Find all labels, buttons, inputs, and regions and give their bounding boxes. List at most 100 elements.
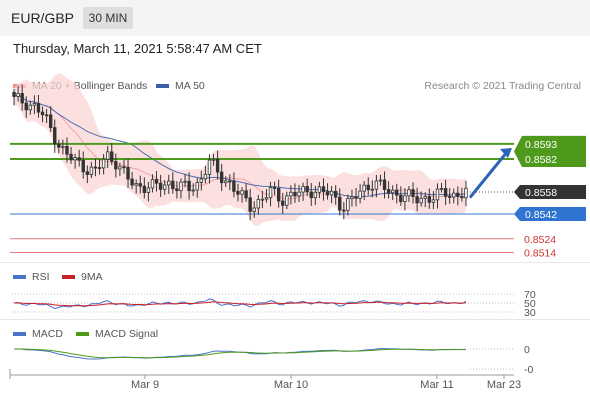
candle-body	[142, 185, 147, 193]
candle-body	[134, 183, 138, 186]
timeframe-button[interactable]: 30 MIN	[83, 7, 133, 29]
candle-body	[338, 196, 342, 211]
candle-body	[183, 180, 187, 183]
legend-macd: MACD	[13, 328, 63, 340]
rsi-ma-swatch	[62, 275, 75, 280]
candle-body	[447, 195, 452, 198]
candle-body	[175, 188, 179, 192]
candle-body	[419, 197, 423, 204]
candle-body	[370, 188, 375, 191]
legend-ma50: MA 50	[156, 80, 205, 92]
x-tick-label: Mar 9	[131, 379, 159, 391]
candle-body	[146, 187, 151, 193]
ma20-line	[13, 94, 467, 200]
candle-body	[48, 114, 53, 129]
candle-body	[350, 196, 354, 200]
candle-body	[289, 191, 293, 197]
candle-body	[28, 104, 33, 111]
macd-signal-swatch	[76, 332, 89, 337]
macd-level-label: -0	[524, 364, 533, 376]
rsi-level-label: 50	[524, 298, 536, 310]
candle-body	[110, 151, 114, 162]
candle-body	[69, 153, 73, 161]
research-credit: Research © 2021 Trading Central	[424, 80, 581, 92]
candle-body	[301, 186, 305, 193]
candle-body	[346, 198, 350, 211]
candle-body	[354, 196, 358, 199]
ma50-label: MA 50	[175, 80, 205, 92]
candle-body	[362, 184, 366, 192]
candle-body	[126, 167, 130, 180]
forecast-arrow-head	[500, 148, 512, 158]
rsi-level-label: 30	[524, 307, 536, 319]
candle-body	[297, 191, 301, 197]
candle-body	[313, 191, 318, 199]
candle-body	[167, 180, 171, 186]
candle-body	[411, 189, 415, 197]
chart-header: EUR/GBP 30 MIN	[0, 0, 590, 36]
x-tick-label: Mar 23	[487, 379, 521, 391]
macd-signal-line	[14, 348, 467, 359]
candle-body	[423, 196, 427, 199]
candle-body	[244, 190, 248, 199]
candle-body	[305, 186, 309, 193]
candle-body	[195, 182, 199, 191]
macd-label: MACD	[32, 328, 63, 340]
candle-body	[211, 158, 216, 161]
pivot-tag	[514, 207, 586, 221]
candle-body	[191, 189, 195, 192]
candle-body	[57, 143, 61, 148]
candle-body	[321, 186, 326, 193]
candle-body	[158, 182, 163, 190]
candle-body	[228, 180, 232, 183]
candle-body	[199, 178, 204, 183]
candle-body	[386, 189, 391, 194]
candle-body	[138, 183, 142, 187]
candle-body	[403, 195, 407, 202]
candle-body	[240, 190, 244, 195]
forecast-arrow-shaft	[468, 151, 509, 199]
rsi-ma-label: 9MA	[81, 271, 103, 283]
candle-body	[224, 180, 228, 184]
legend-rsi-ma: 9MA	[62, 271, 103, 283]
candle-body	[248, 197, 252, 212]
candle-body	[24, 102, 28, 111]
candle-body	[281, 200, 285, 206]
candle-body	[65, 145, 69, 155]
candle-body	[187, 180, 191, 192]
target-label: 0.8593	[525, 139, 557, 151]
symbol-label: EUR/GBP	[11, 10, 75, 26]
rsi-line	[13, 298, 467, 310]
candle-body	[342, 209, 346, 212]
candle-body	[439, 188, 444, 190]
candle-body	[256, 199, 261, 209]
candle-body	[435, 188, 440, 201]
candle-body	[215, 158, 220, 173]
target-tag	[514, 135, 586, 167]
candle-body	[203, 174, 208, 180]
candle-body	[252, 207, 256, 212]
candle-body	[219, 171, 224, 184]
candle-body	[12, 91, 16, 97]
candle-body	[171, 180, 175, 190]
candle-body	[44, 114, 49, 117]
candle-body	[374, 180, 379, 190]
candle-body	[105, 151, 110, 160]
ma50-swatch	[156, 84, 169, 89]
candle-body	[407, 189, 411, 197]
candle-body	[16, 93, 20, 97]
rsi-swatch	[13, 275, 26, 280]
candle-body	[81, 159, 85, 173]
candle-body	[179, 181, 183, 192]
candle-body	[61, 145, 65, 148]
candle-body	[358, 190, 362, 199]
current-tag	[514, 185, 586, 199]
candle-body	[415, 196, 419, 204]
candle-body	[452, 192, 456, 198]
candle-body	[53, 127, 57, 145]
support-label: 0.8514	[524, 248, 556, 260]
rsi-ma-line	[13, 301, 467, 307]
macd-panel: 0 -0	[13, 344, 533, 376]
